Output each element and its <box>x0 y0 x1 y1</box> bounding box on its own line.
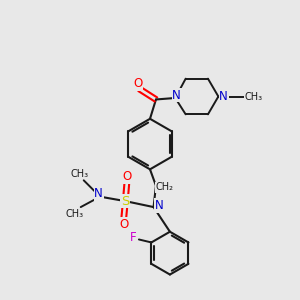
Text: CH₃: CH₃ <box>70 169 88 179</box>
Text: CH₂: CH₂ <box>156 182 174 192</box>
Text: N: N <box>219 90 228 103</box>
Text: CH₃: CH₃ <box>244 92 262 101</box>
Text: CH₃: CH₃ <box>66 208 84 219</box>
Text: S: S <box>121 195 130 208</box>
Text: O: O <box>122 170 131 183</box>
Text: O: O <box>134 77 143 90</box>
Text: N: N <box>154 199 163 212</box>
Text: F: F <box>130 232 137 244</box>
Text: N: N <box>94 187 103 200</box>
Text: O: O <box>119 218 128 230</box>
Text: N: N <box>172 88 181 101</box>
